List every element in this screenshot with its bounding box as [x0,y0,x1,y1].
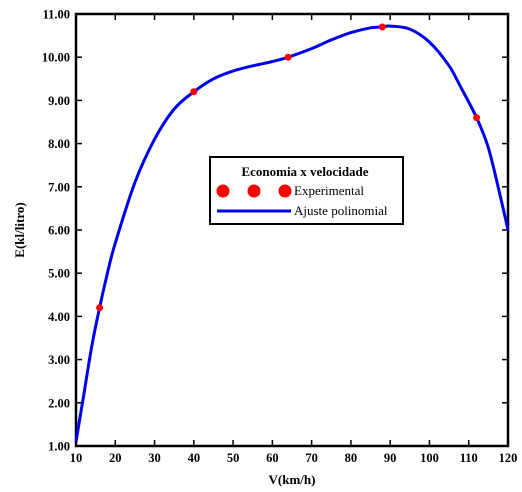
y-axis-label: E(kl/litro) [12,202,27,257]
y-tick-label: 3.00 [48,353,70,367]
data-point [284,53,292,61]
legend-marker-experimental [247,184,261,198]
x-axis-label: V(km/h) [269,472,316,487]
tick-label-group: 10 20 30 40 50 60 70 80 90 100 110 120 1.00 2.00 3.00 4… [42,8,518,466]
y-tick-label: 10.00 [42,51,70,65]
y-tick-label: 11.00 [43,8,70,22]
series-group [74,23,510,442]
x-tick-label: 40 [188,451,201,465]
x-tick-label: 80 [345,451,358,465]
y-tick-label: 7.00 [48,180,70,194]
y-tick-label: 9.00 [48,94,70,108]
data-point [378,23,386,31]
y-tick-label: 4.00 [48,310,70,324]
legend-marker-experimental [216,184,230,198]
y-tick-label: 1.00 [48,440,70,454]
data-point [473,114,481,122]
x-tick-label: 110 [460,451,478,465]
legend-label-ajuste: Ajuste polinomial [294,203,388,218]
x-tick-label: 50 [227,451,240,465]
y-tick-label: 2.00 [48,396,70,410]
y-tick-label: 8.00 [48,137,70,151]
legend: Economia x velocidade Experimental Ajust… [209,156,404,225]
x-tick-label: 20 [109,451,122,465]
fit-curve-line [74,24,510,442]
x-tick-label: 100 [420,451,439,465]
x-tick-label: 70 [305,451,318,465]
y-tick-label: 5.00 [48,267,70,281]
tick-group [75,13,509,447]
y-tick-label: 6.00 [48,224,70,238]
legend-title: Economia x velocidade [241,164,368,179]
data-point [96,304,104,312]
x-tick-label: 120 [499,451,518,465]
legend-box [209,156,404,225]
data-point [190,88,198,96]
x-tick-label: 60 [266,451,279,465]
x-tick-label: 90 [384,451,397,465]
legend-label-experimental: Experimental [294,183,364,198]
legend-marker-experimental [278,184,292,198]
x-tick-label: 30 [148,451,161,465]
x-tick-label: 10 [70,451,83,465]
plot-frame [74,12,510,448]
